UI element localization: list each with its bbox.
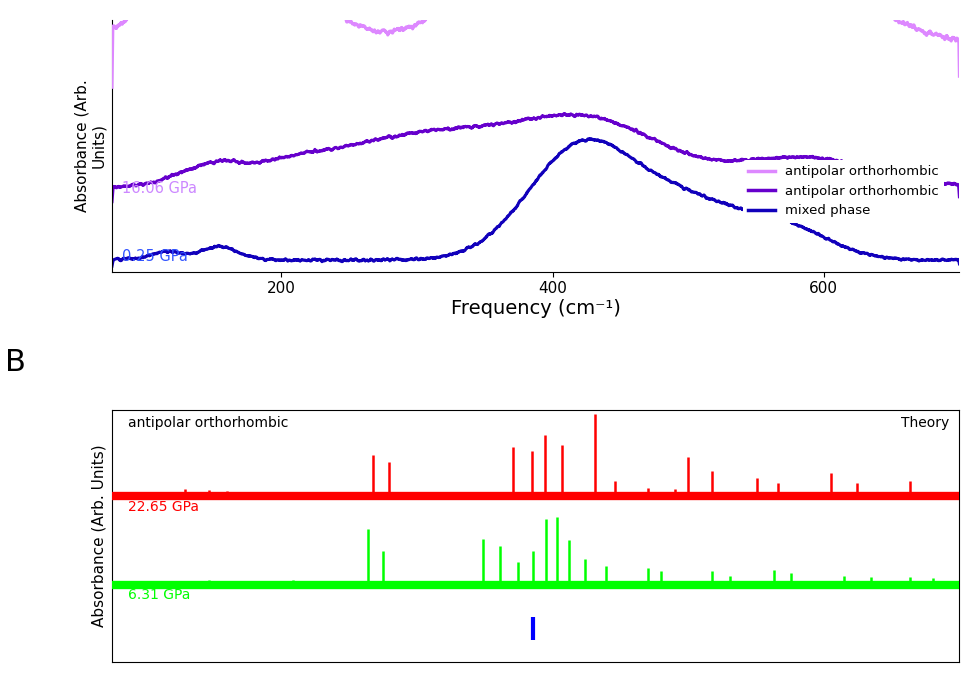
Text: 6.31 GPa: 6.31 GPa [128, 589, 190, 602]
Text: 0.25 GPa: 0.25 GPa [122, 250, 187, 265]
X-axis label: Frequency (cm⁻¹): Frequency (cm⁻¹) [451, 299, 620, 318]
Text: B: B [5, 348, 25, 377]
Y-axis label: Absorbance (Arb. Units): Absorbance (Arb. Units) [92, 444, 106, 627]
Legend: antipolar orthorhombic, antipolar orthorhombic, mixed phase: antipolar orthorhombic, antipolar orthor… [743, 160, 945, 223]
Text: 16.06 GPa: 16.06 GPa [122, 181, 197, 196]
Text: Theory: Theory [901, 416, 949, 430]
Text: antipolar orthorhombic: antipolar orthorhombic [128, 416, 288, 430]
Text: 22.65 GPa: 22.65 GPa [128, 500, 199, 514]
Y-axis label: Absorbance (Arb.
Units): Absorbance (Arb. Units) [74, 80, 106, 213]
